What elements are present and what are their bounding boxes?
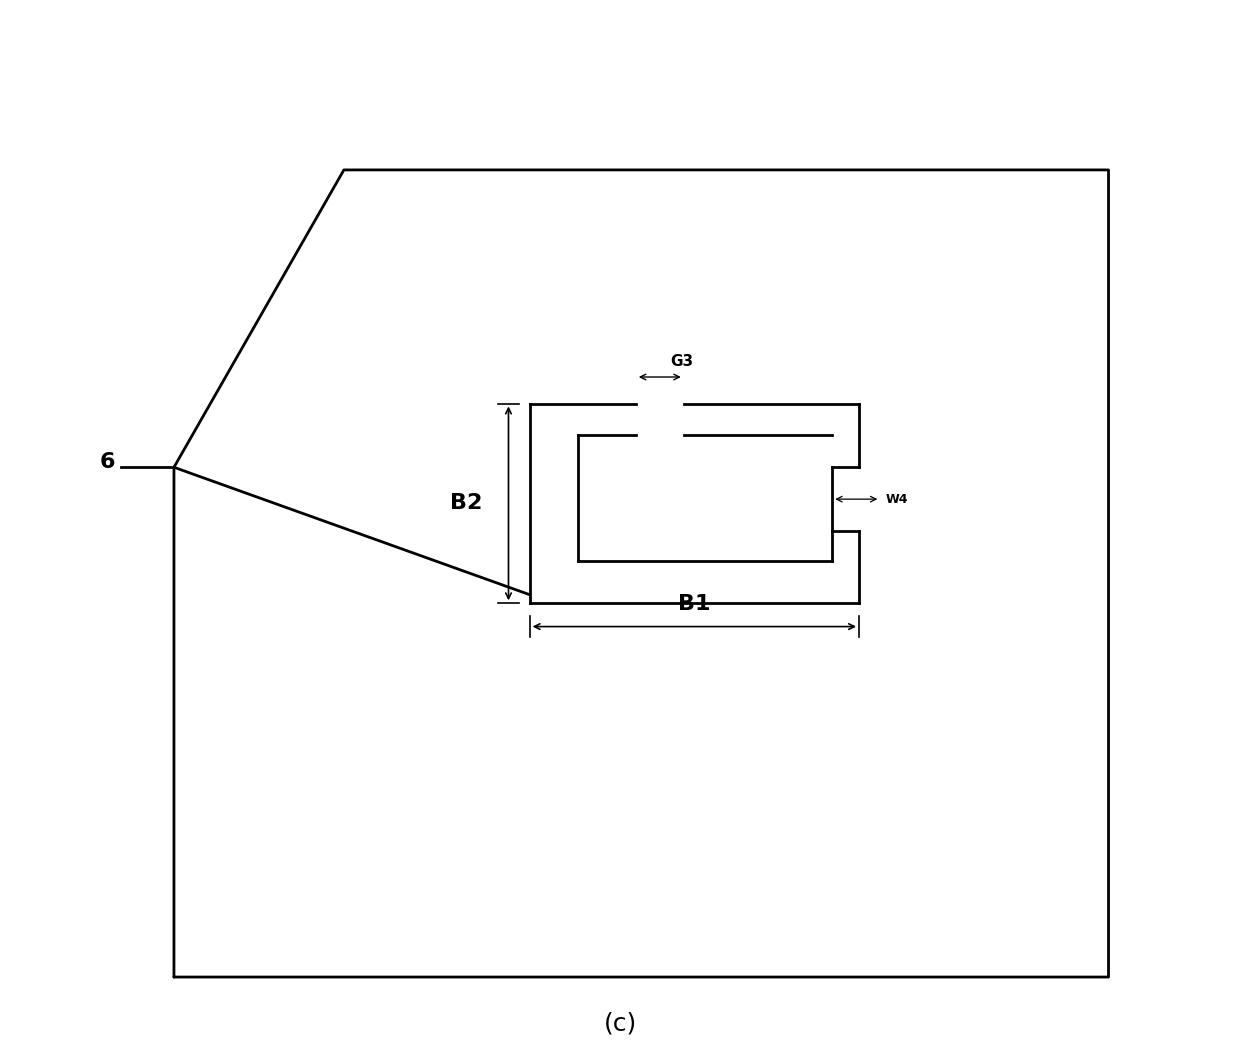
Text: W4: W4 [885,493,908,506]
Text: 6: 6 [100,452,115,472]
Text: G3: G3 [671,354,693,369]
Text: B1: B1 [678,594,711,614]
Text: B2: B2 [450,494,482,513]
Text: (c): (c) [604,1011,636,1035]
